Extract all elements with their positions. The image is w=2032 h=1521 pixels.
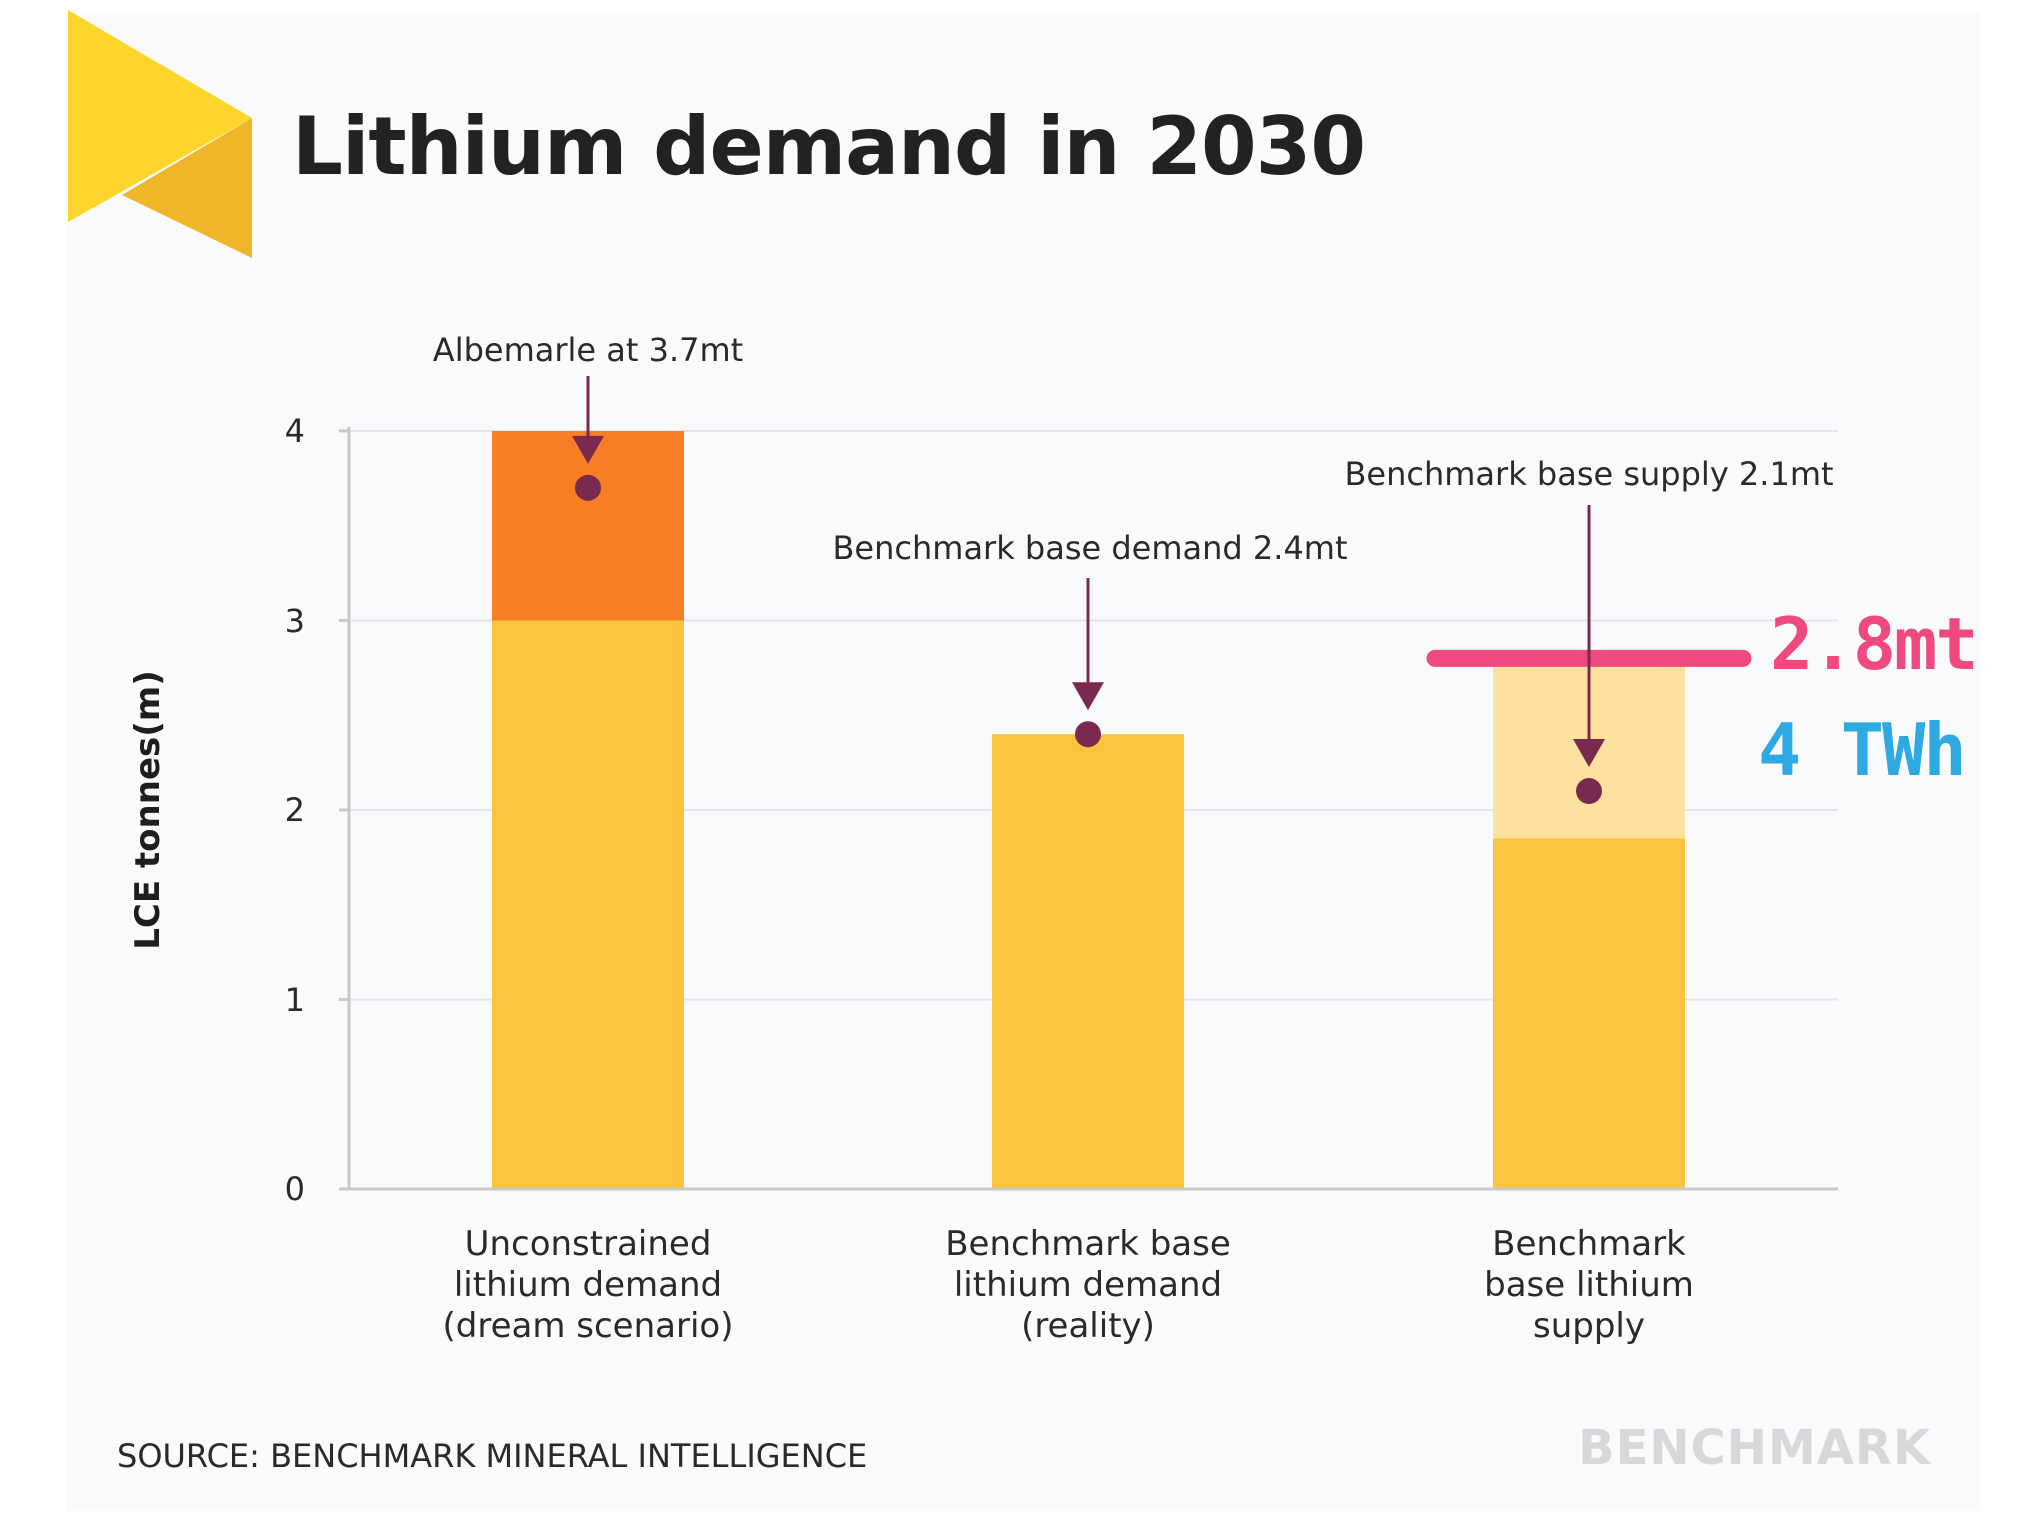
source-note: SOURCE: BENCHMARK MINERAL INTELLIGENCE (117, 1437, 868, 1475)
bar-base (1493, 838, 1685, 1189)
annotation-arrowhead (1072, 682, 1104, 711)
y-tick-label: 0 (284, 1170, 305, 1208)
annotation-arrowhead (1573, 739, 1605, 768)
y-tick-label: 1 (284, 980, 305, 1019)
x-category-label: Benchmark base lithium demand (reality) (945, 1224, 1231, 1346)
highlight-mt-label: 2.8mt (1770, 602, 1979, 686)
annotation-base-supply: Benchmark base supply 2.1mt (1344, 455, 1834, 493)
brand-logo-icon (68, 10, 252, 258)
annotation-marker (575, 474, 601, 501)
y-tick-label: 4 (284, 412, 305, 450)
y-axis-label: LCE tonnes(m) (128, 670, 168, 950)
annotation-marker (1075, 721, 1101, 748)
annotation-base-demand: Benchmark base demand 2.4mt (832, 529, 1348, 567)
bar-base (992, 734, 1184, 1189)
annotation-marker (1576, 778, 1602, 805)
x-category-label: Unconstrained lithium demand (dream scen… (442, 1224, 734, 1346)
x-category-label: Benchmark base lithium supply (1484, 1224, 1694, 1346)
y-tick-label: 2 (284, 791, 305, 829)
logo-light-triangle (68, 10, 252, 222)
logo-dark-triangle (122, 118, 252, 258)
annotation-arrowhead (572, 435, 604, 464)
bar-base (492, 620, 684, 1189)
highlight-twh-label: 4 TWh (1758, 708, 1967, 792)
y-tick-label: 3 (284, 601, 305, 640)
brand-watermark: BENCHMARK (1578, 1420, 1932, 1476)
chart-title: Lithium demand in 2030 (292, 100, 1366, 193)
annotation-albemarle: Albemarle at 3.7mt (432, 331, 744, 369)
